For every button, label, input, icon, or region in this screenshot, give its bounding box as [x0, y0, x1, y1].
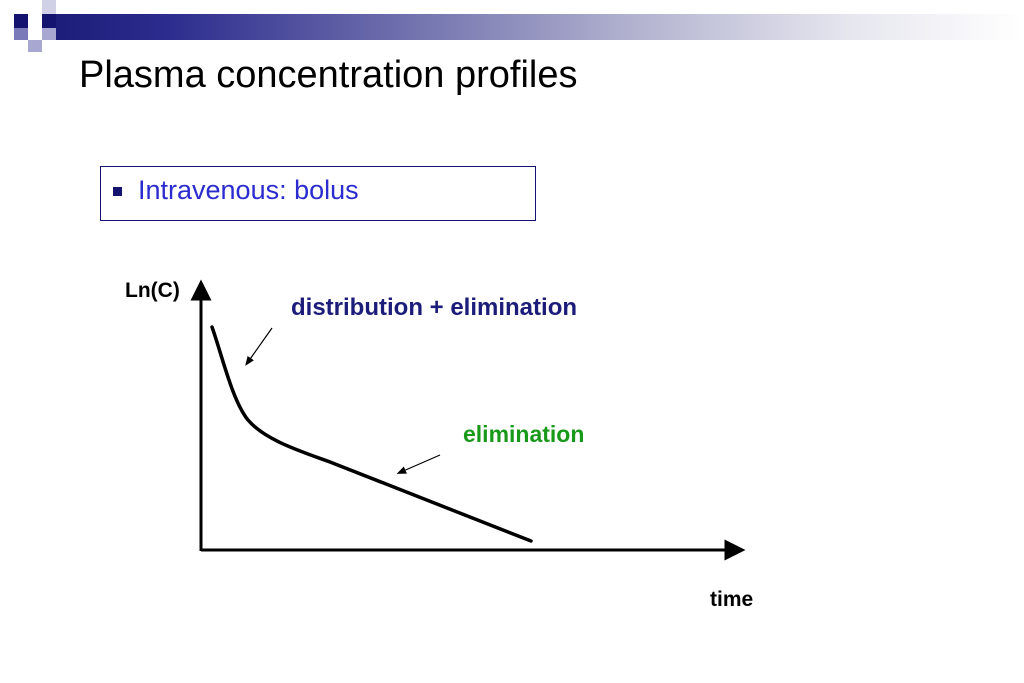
header-gradient-bar — [56, 14, 1024, 40]
bullet-text: Intravenous: bolus — [138, 175, 359, 205]
header-decoration-square — [14, 28, 28, 40]
distribution-arrow — [245, 327, 273, 366]
header-decoration-square — [28, 40, 42, 52]
x-axis-label: time — [710, 588, 753, 611]
header-decoration-square — [42, 28, 56, 40]
elimination-label: elimination — [463, 421, 584, 447]
bullet-box: Intravenous: bolus — [100, 166, 536, 221]
bullet-square-icon — [113, 187, 122, 196]
header-decoration-square — [28, 14, 42, 28]
concentration-curve — [210, 325, 533, 543]
elimination-arrow — [396, 454, 441, 474]
header-decoration-square — [42, 14, 56, 28]
y-axis-label: Ln(C) — [125, 279, 180, 302]
header-decoration-square — [14, 14, 28, 28]
header-decoration-square — [42, 0, 56, 14]
slide-title: Plasma concentration profiles — [79, 54, 578, 96]
distribution-elimination-label: distribution + elimination — [291, 294, 577, 321]
